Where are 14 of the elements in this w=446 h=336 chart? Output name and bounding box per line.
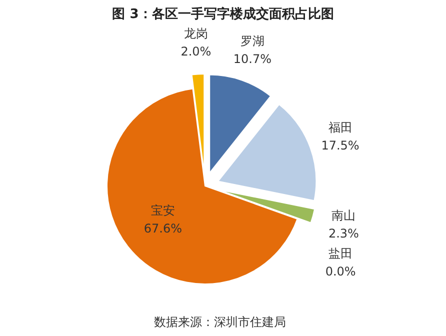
slice-label: 罗湖 bbox=[240, 34, 264, 48]
data-label: 2.3% bbox=[328, 226, 359, 241]
chart-title: 图 3：各区一手写字楼成交面积占比图 bbox=[112, 6, 334, 22]
data-label: 2.0% bbox=[180, 44, 212, 58]
slice-label: 龙岗 bbox=[184, 26, 208, 40]
category-label: 盐田 bbox=[328, 246, 353, 261]
text: 0.0% bbox=[325, 264, 356, 279]
data-label: 10.7% bbox=[233, 52, 272, 66]
data-label: 67.6% bbox=[144, 222, 182, 236]
data-label: 17.5% bbox=[321, 138, 360, 153]
source-note: 数据来源：深圳市住建局 bbox=[154, 315, 286, 329]
slice-label: 福田 bbox=[328, 120, 352, 135]
slice-label: 南山 bbox=[332, 208, 356, 223]
slice-label: 宝安 bbox=[150, 204, 175, 218]
